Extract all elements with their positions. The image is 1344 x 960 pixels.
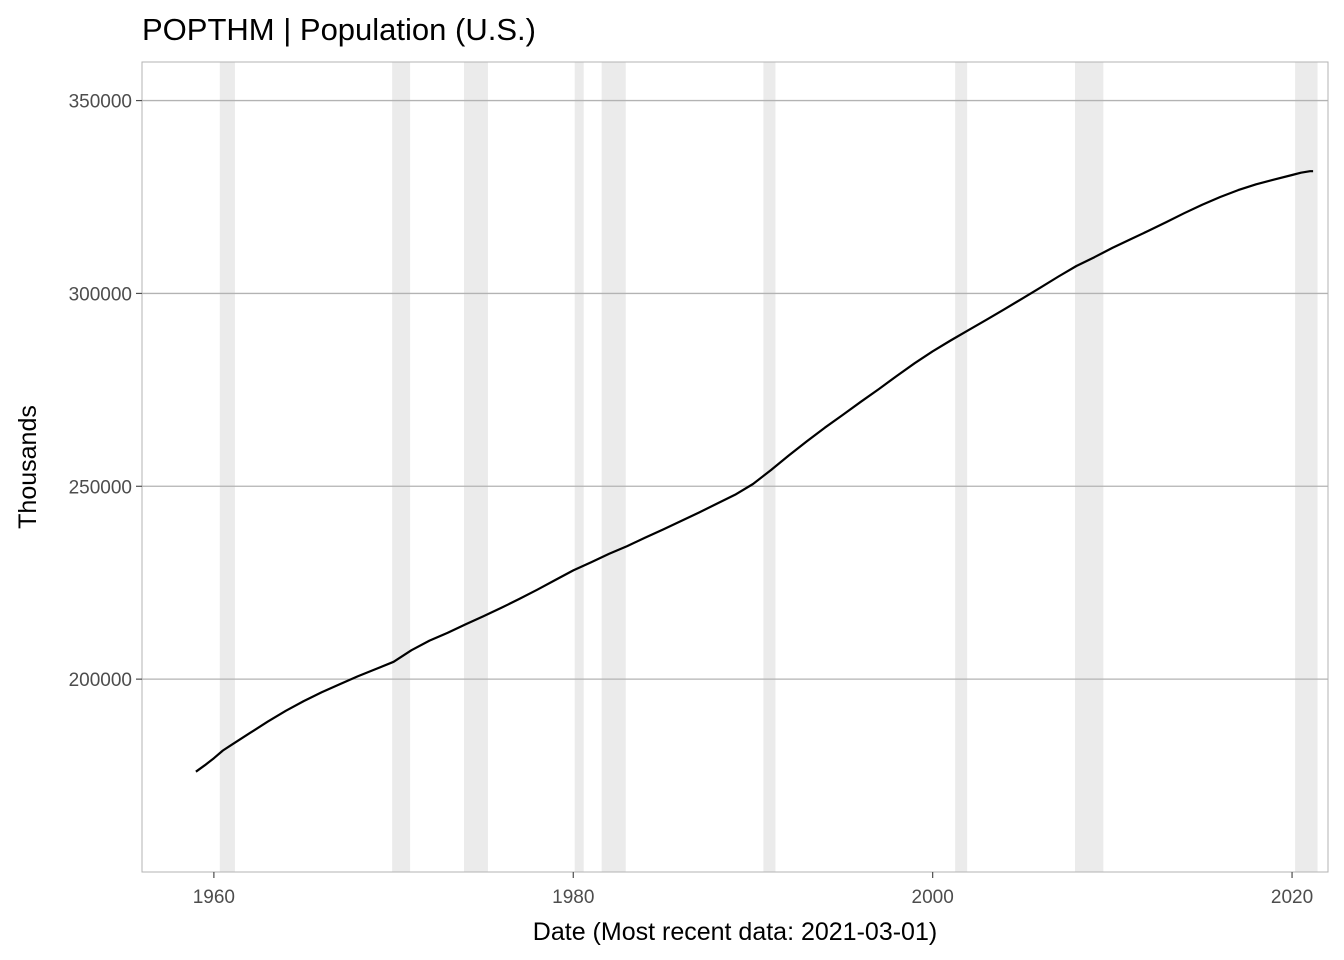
chart-title: POPTHM | Population (U.S.) bbox=[142, 12, 536, 47]
recession-band bbox=[219, 62, 235, 872]
x-axis-title: Date (Most recent data: 2021-03-01) bbox=[533, 918, 937, 946]
recession-band bbox=[1295, 62, 1318, 872]
y-axis-title: Thousands bbox=[14, 405, 42, 529]
y-tick-label: 200000 bbox=[69, 670, 132, 691]
recession-band bbox=[955, 62, 968, 872]
series-layer bbox=[195, 170, 1314, 773]
x-tick-label: 1980 bbox=[552, 887, 594, 908]
recession-band bbox=[1074, 62, 1104, 872]
recession-band bbox=[574, 62, 584, 872]
y-tick-label: 250000 bbox=[69, 477, 132, 498]
y-tick-label: 350000 bbox=[69, 92, 132, 113]
y-axis-ticks: 200000 250000 300000 350000 bbox=[69, 92, 142, 691]
grid-lines bbox=[142, 99, 1328, 680]
recession-band bbox=[763, 62, 776, 872]
x-tick-label: 1960 bbox=[193, 887, 235, 908]
series-line bbox=[195, 170, 1314, 773]
x-tick-label: 2000 bbox=[912, 887, 954, 908]
recession-band bbox=[392, 62, 411, 872]
plot-panel-border bbox=[141, 61, 1329, 873]
recession-band bbox=[464, 62, 488, 872]
recession-bands bbox=[219, 62, 1318, 872]
y-tick-label: 300000 bbox=[69, 284, 132, 305]
recession-band bbox=[601, 62, 626, 872]
x-axis-ticks: 1960 1980 2000 2020 bbox=[193, 872, 1313, 908]
x-tick-label: 2020 bbox=[1271, 887, 1313, 908]
